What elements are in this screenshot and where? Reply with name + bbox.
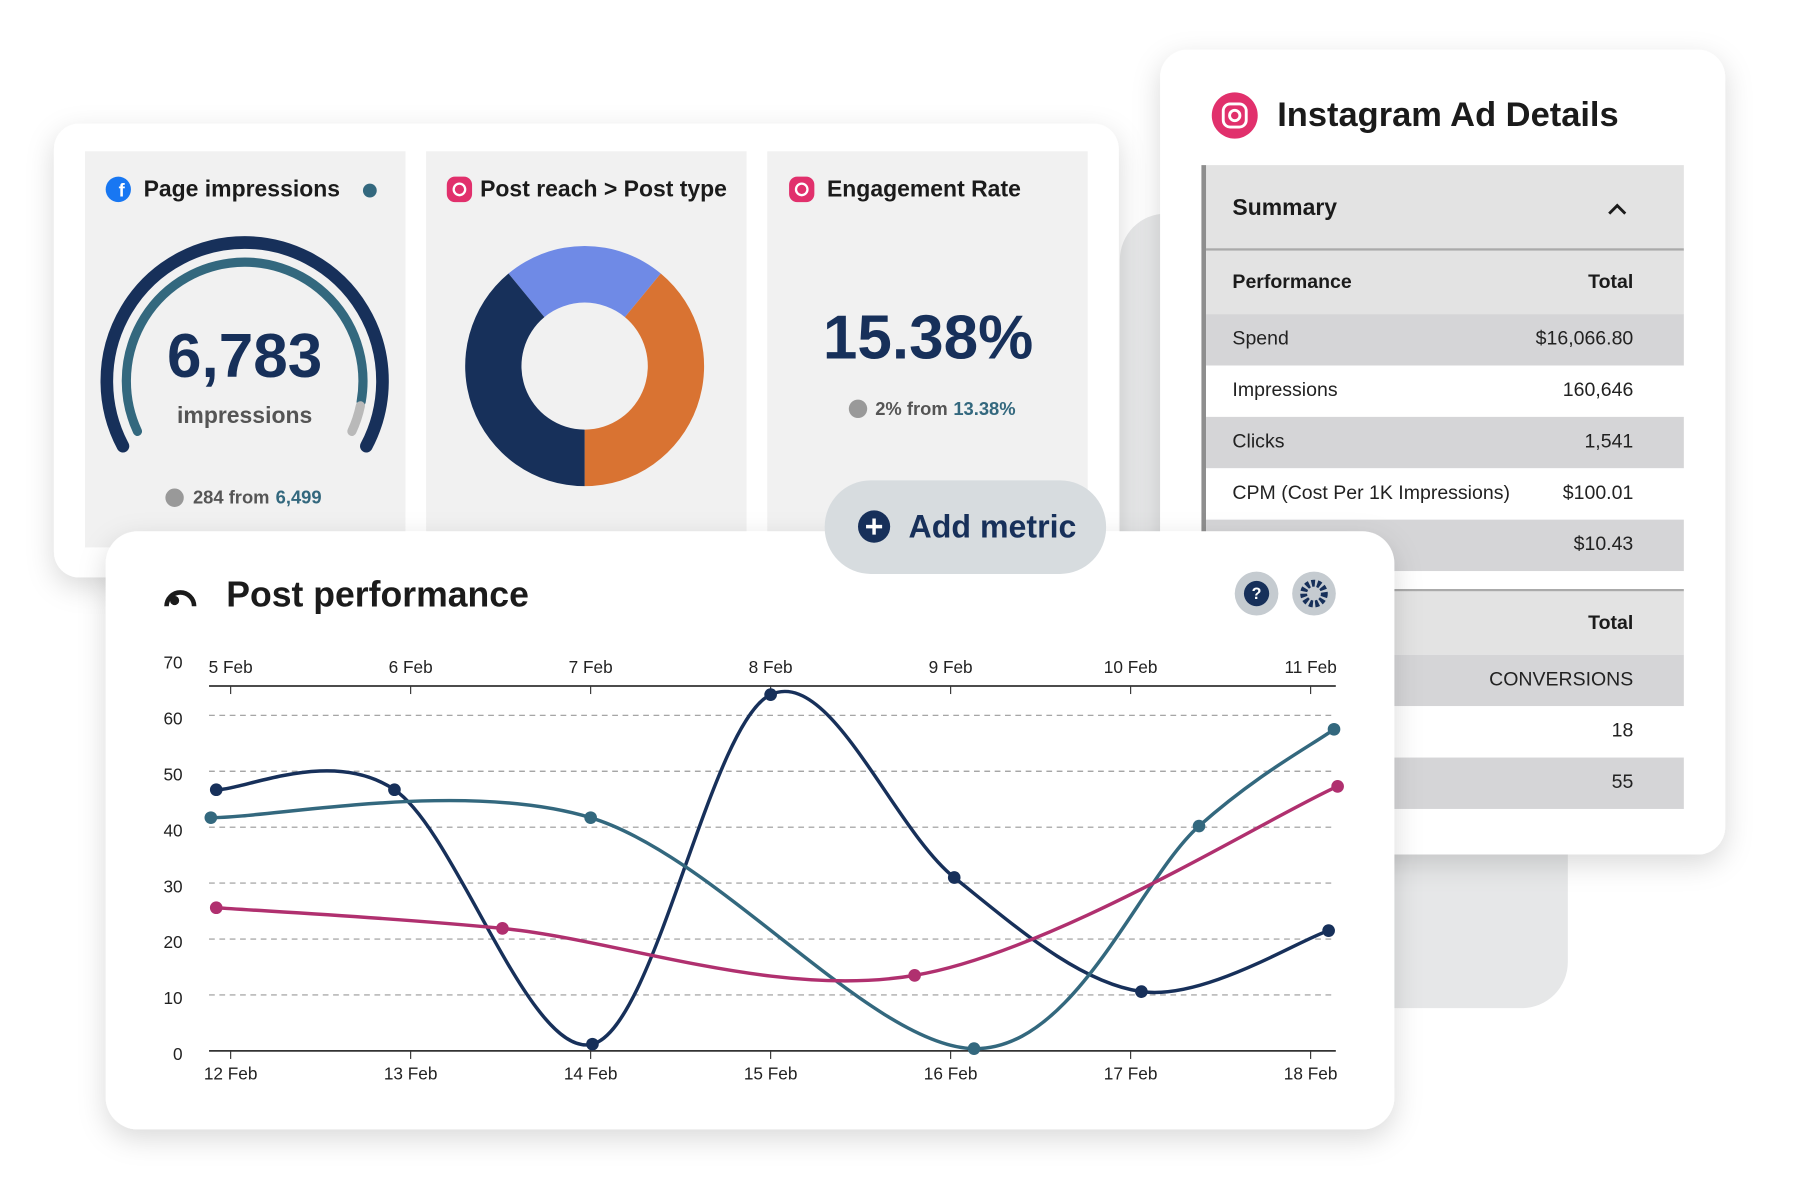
- metrics-card: f Page impressions 6,783 impressions 284…: [53, 123, 1119, 578]
- point: [764, 688, 777, 701]
- gauge-track: [100, 236, 389, 453]
- x-tick-label: 18 Feb: [1284, 1064, 1338, 1084]
- tile-title: Post reach > Post type: [480, 176, 727, 202]
- y-tick-label: 20: [163, 932, 182, 952]
- button-label: Add metric: [909, 508, 1077, 544]
- donut-slice: [508, 245, 661, 318]
- x-tick-label: 17 Feb: [1104, 1064, 1158, 1084]
- card-title: Instagram Ad Details: [1277, 96, 1618, 134]
- trend-icon: [165, 488, 184, 507]
- point: [1322, 924, 1335, 937]
- row-value: $16,066.80: [1536, 328, 1634, 350]
- column-header: Total: [1588, 271, 1633, 293]
- table-row: [1206, 416, 1684, 469]
- add-metric-button[interactable]: Add metric: [824, 480, 1107, 574]
- point: [967, 1042, 981, 1055]
- row-label: CPM (Cost Per 1K Impressions): [1232, 482, 1510, 504]
- point: [1135, 985, 1148, 998]
- rate-value: 15.38%: [823, 303, 1033, 372]
- gauge-unit: impressions: [177, 402, 312, 428]
- x-tick-label: 14 Feb: [564, 1064, 618, 1084]
- y-tick-label: 40: [163, 820, 182, 840]
- x-tick-label: 12 Feb: [204, 1064, 258, 1084]
- post-performance-card: Post performance ? 0 10 20 30 40 50 60 70 12 Feb…: [105, 531, 1395, 1130]
- x2-tick-label: 10 Feb: [1104, 657, 1158, 677]
- change: 284 from: [193, 487, 270, 508]
- point: [496, 922, 509, 935]
- x2-tick-label: 8 Feb: [749, 657, 793, 677]
- svg-text:f: f: [119, 180, 126, 201]
- row-label: Clicks: [1232, 430, 1284, 452]
- point: [209, 901, 223, 915]
- collapse-button[interactable]: [1608, 203, 1627, 215]
- gauge-rest: [347, 401, 365, 436]
- series-line: [216, 689, 1330, 1047]
- x2-tick-label: 11 Feb: [1284, 657, 1336, 677]
- previous: 6,499: [276, 487, 322, 508]
- series-line: [216, 784, 1339, 983]
- instagram-icon: [1211, 92, 1258, 139]
- point: [908, 969, 921, 982]
- y-tick-label: 0: [173, 1044, 183, 1064]
- gauge-value: 6,783: [167, 322, 322, 391]
- instagram-icon: [789, 176, 815, 203]
- table-header: [1206, 250, 1684, 315]
- donut-slice: [465, 273, 585, 487]
- change: 2% from: [875, 398, 947, 419]
- table-row: [1206, 314, 1684, 366]
- chart-title: Post performance: [226, 574, 529, 614]
- x-tick-label: 13 Feb: [384, 1064, 438, 1084]
- previous: 13.38%: [953, 398, 1015, 419]
- row-label: Impressions: [1232, 379, 1337, 401]
- row-value: 160,646: [1563, 379, 1634, 401]
- row-value: 18: [1612, 720, 1634, 742]
- ad-details-card: Instagram Ad Details Summary Performance…: [1160, 49, 1726, 855]
- row-value: CONVERSIONS: [1489, 668, 1633, 690]
- x-tick-label: 16 Feb: [924, 1064, 978, 1084]
- point: [1327, 722, 1341, 736]
- point: [947, 871, 961, 884]
- point: [209, 783, 223, 797]
- column-header: Total: [1588, 612, 1633, 634]
- table-row: [1206, 365, 1684, 417]
- gauge-fill: [121, 257, 368, 436]
- table-row: [1206, 468, 1684, 520]
- point: [586, 1037, 599, 1051]
- settings-button[interactable]: [1292, 571, 1336, 616]
- status-dot: [362, 183, 377, 198]
- point: [204, 811, 218, 825]
- y-tick-label: 50: [163, 764, 182, 784]
- y-tick-label: 10: [163, 988, 182, 1008]
- point: [584, 811, 597, 825]
- svg-text:?: ?: [1252, 585, 1262, 603]
- x2-tick-label: 5 Feb: [209, 657, 253, 677]
- x2-tick-label: 6 Feb: [389, 657, 433, 677]
- row-value: 55: [1612, 771, 1634, 793]
- y-tick-label: 70: [163, 653, 182, 673]
- column-header: Performance: [1232, 271, 1351, 293]
- row-value: $100.01: [1563, 482, 1634, 504]
- tile-title: Page impressions: [144, 176, 340, 202]
- row-label: Spend: [1232, 328, 1288, 350]
- tile-title: Engagement Rate: [827, 176, 1021, 202]
- x2-tick-label: 9 Feb: [929, 657, 973, 677]
- y-tick-label: 30: [163, 876, 182, 896]
- point: [388, 783, 401, 797]
- section-title: Summary: [1232, 194, 1337, 220]
- point: [1331, 779, 1344, 793]
- trend-icon: [848, 399, 868, 419]
- x-tick-label: 15 Feb: [744, 1064, 798, 1084]
- row-value: 1,541: [1584, 430, 1633, 452]
- y-tick-label: 60: [163, 708, 182, 728]
- point: [1192, 819, 1206, 833]
- row-value: $10.43: [1574, 533, 1634, 555]
- facebook-icon: [105, 176, 131, 203]
- chart-icon: [164, 590, 197, 607]
- x2-tick-label: 7 Feb: [569, 657, 613, 677]
- instagram-icon: [446, 176, 473, 203]
- donut: [465, 245, 705, 487]
- donut-slice: [584, 273, 705, 487]
